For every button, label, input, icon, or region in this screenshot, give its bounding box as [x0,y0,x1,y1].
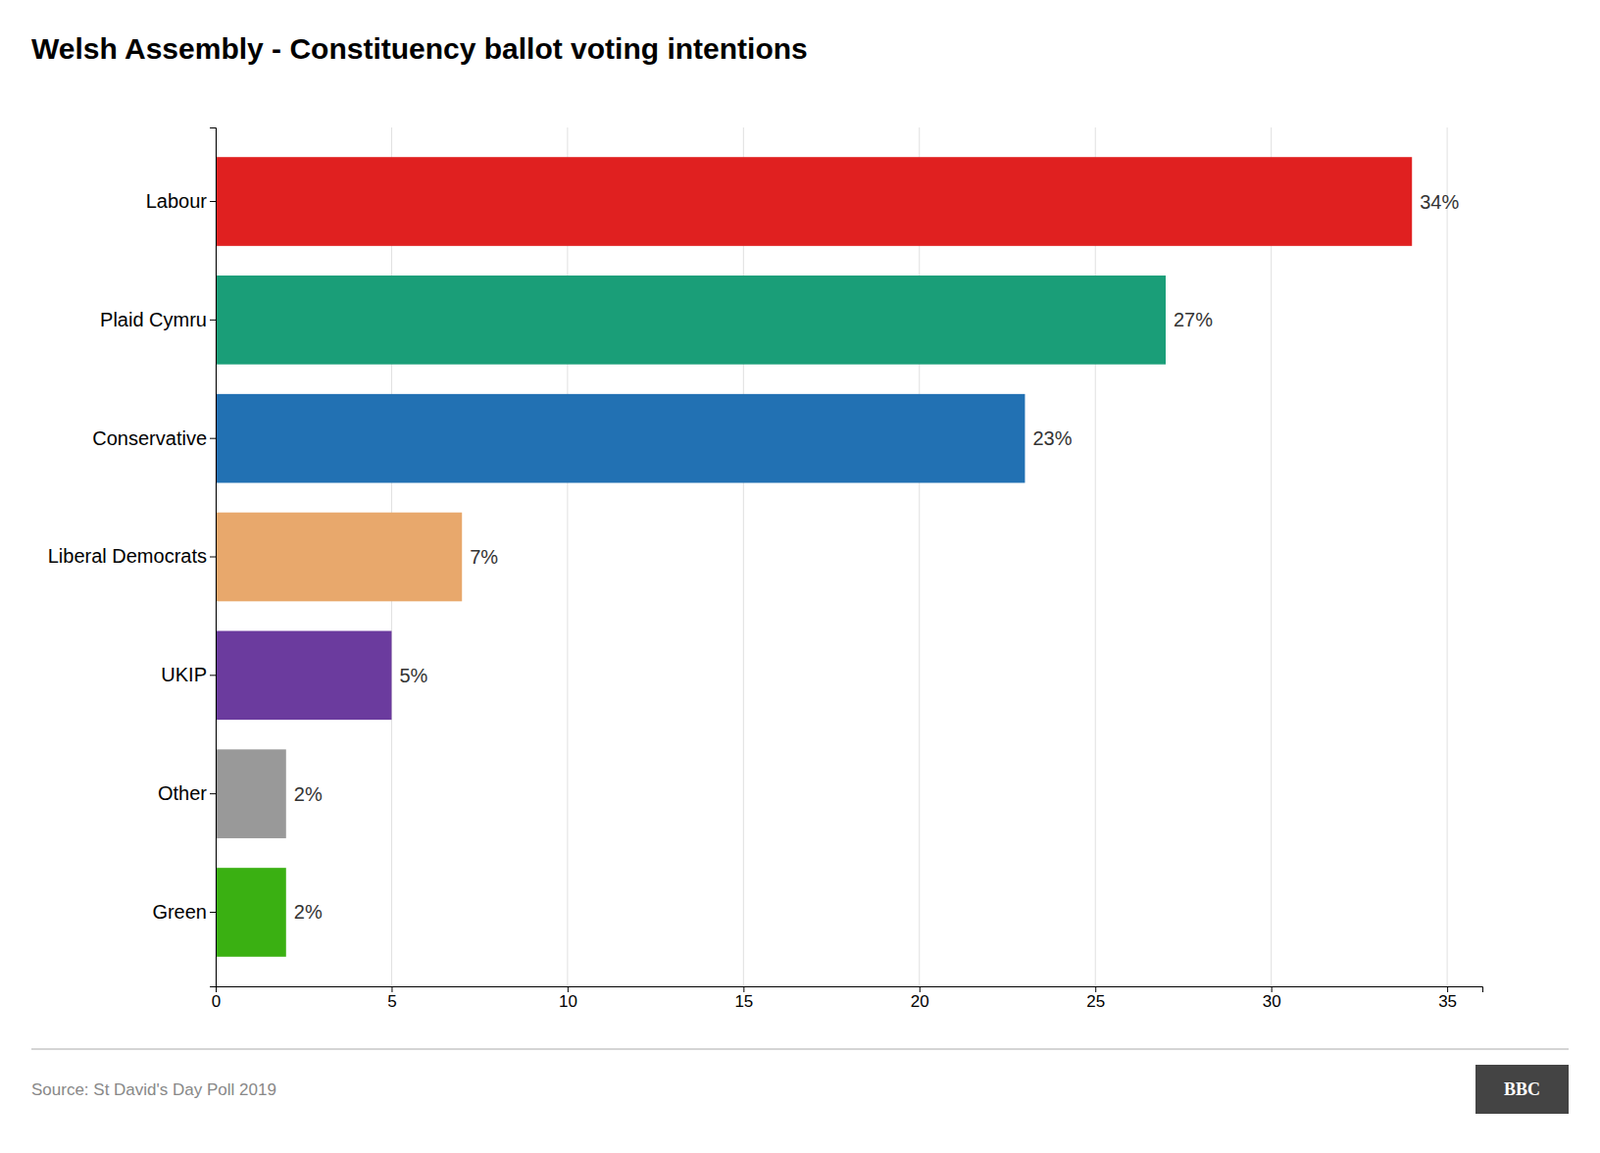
y-tick-label: Conservative [92,427,207,450]
data-label: 5% [399,664,428,687]
y-axis: Labour Plaid Cymru Conservative Liberal Dem… [48,128,217,988]
y-tick-mark [209,674,216,676]
bars [215,156,1412,957]
y-tick-mark [209,793,216,795]
x-tick: 15 [734,986,753,1011]
x-axis: 0 5 10 15 20 25 30 35 [211,986,1484,1011]
x-tick-label: 20 [910,992,930,1011]
y-tick: Plaid Cymru [100,308,216,331]
x-tick: 30 [1262,986,1282,1011]
grid-line [743,127,745,987]
y-tick-mark [209,319,216,321]
x-tick: 25 [1086,986,1105,1011]
x-tick: 35 [1438,986,1457,1011]
y-tick-mark [209,200,216,202]
x-tick: 10 [558,986,578,1011]
data-labels: 34% 27% 23% 7% 5% 2% 2% [294,191,1460,924]
bar [215,749,287,839]
x-tick-label: 5 [387,992,397,1011]
y-tick: Conservative [92,427,216,450]
x-tick: 5 [387,986,397,1011]
grid-line [1270,127,1272,987]
y-tick-mark [209,556,216,558]
logo: BBC [1475,1064,1569,1114]
y-tick-mark [209,438,216,440]
y-tick: Labour [146,190,216,212]
grid [215,127,1448,987]
bar [215,867,287,957]
grid-line [1447,127,1449,987]
x-tick-label: 25 [1086,992,1105,1011]
y-tick-label: Liberal Democrats [48,545,207,567]
plot: 34% 27% 23% 7% 5% 2% 2% 0 5 10 15 20 25 30 35 Labour Pla… [48,127,1484,1011]
x-tick-label: 0 [211,992,221,1011]
x-tick: 20 [910,986,930,1011]
x-tick-label: 10 [558,992,578,1011]
grid-line [566,127,568,987]
data-label: 2% [294,783,323,805]
bar [215,512,462,602]
x-tick-label: 30 [1262,992,1282,1011]
grid-line [1095,127,1097,987]
y-tick: Green [151,900,216,923]
y-tick-label: Green [151,900,207,923]
y-tick-mark [209,911,216,913]
y-tick-label: UKIP [160,663,207,686]
y-tick-label: Labour [146,190,208,212]
bar [215,631,392,721]
y-tick: Other [157,782,216,804]
bar [215,394,1025,484]
grid-line [918,127,920,987]
x-tick-label: 35 [1438,992,1457,1011]
y-axis-line [209,128,217,988]
bar [215,275,1166,365]
bar [215,156,1412,247]
chart-svg: Welsh Assembly - Constituency ballot vot… [0,0,1600,1153]
y-tick-label: Plaid Cymru [100,308,207,331]
data-label: 23% [1032,427,1072,450]
data-label: 7% [469,546,499,568]
logo-text: BBC [1503,1079,1541,1100]
y-tick: UKIP [160,663,216,686]
footer-rule [31,1049,1569,1050]
x-tick: 0 [211,986,221,1011]
source: Source: St David's Day Poll 2019 [31,1080,277,1100]
data-label: 34% [1419,191,1459,213]
data-label: 27% [1173,308,1213,331]
y-tick-label: Other [157,782,207,804]
logo-box [1475,1064,1569,1114]
y-tick: Liberal Democrats [48,545,216,567]
x-axis-line [216,987,1484,994]
title: Welsh Assembly - Constituency ballot vot… [31,32,808,65]
data-label: 2% [294,900,323,923]
x-tick-label: 15 [734,992,753,1011]
